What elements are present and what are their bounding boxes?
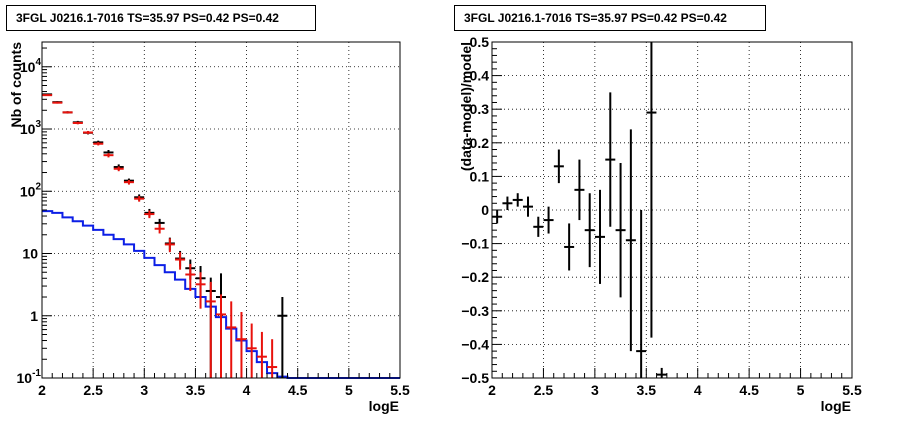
left-chart-title: 3FGL J0216.1-7016 TS=35.97 PS=0.42 PS=0.… [6, 5, 316, 31]
x-tick-label: 5 [345, 382, 353, 398]
y-tick-label: −0.1 [461, 236, 489, 252]
right-y-axis-label: (data-model)/model [458, 42, 474, 171]
x-tick-label: 2.5 [534, 382, 554, 398]
residuals-plot: 2 2.5 3 3.5 4 4.5 5 5.5 −0.5 −0.4 −0.3 −0.2 −0.1 0 0.1… [461, 34, 862, 398]
y-tick-label: −0.5 [461, 370, 489, 386]
x-tick-label: 4.5 [288, 382, 308, 398]
x-tick-label: 4 [694, 382, 702, 398]
x-tick-label: 3.5 [186, 382, 206, 398]
y-tick-label: 102 [20, 181, 42, 199]
y-tick-label: 0.2 [470, 135, 490, 151]
x-tick-label: 2 [488, 382, 496, 398]
x-tick-label: 2 [38, 382, 46, 398]
left-y-axis-label: Nb of counts [8, 42, 24, 128]
x-tick-label: 4 [243, 382, 251, 398]
y-tick-label: 0.1 [470, 168, 490, 184]
x-tick-label: 3 [591, 382, 599, 398]
y-tick-label: 0.5 [470, 34, 490, 50]
y-tick-label: 0.3 [470, 101, 490, 117]
x-tick-label: 4.5 [739, 382, 759, 398]
x-tick-label: 2.5 [83, 382, 103, 398]
left-x-axis-label: logE [369, 398, 399, 414]
model-step-line [42, 210, 400, 379]
x-tick-label: 3.5 [637, 382, 657, 398]
y-tick-label: 0.4 [470, 68, 490, 84]
right-chart-title: 3FGL J0216.1-7016 TS=35.97 PS=0.42 PS=0.… [454, 5, 766, 31]
x-tick-label: 3 [140, 382, 148, 398]
y-tick-label: −0.4 [461, 336, 489, 352]
y-tick-label: −0.2 [461, 269, 489, 285]
x-tick-label: 5 [797, 382, 805, 398]
residual-series [492, 42, 667, 378]
y-tick-label: 10 [22, 246, 38, 262]
right-x-axis-label: logE [821, 398, 851, 414]
y-tick-label: −0.3 [461, 303, 489, 319]
y-tick-label: 1 [30, 308, 38, 324]
model-counts-series [42, 94, 278, 378]
x-tick-label: 5.5 [842, 382, 862, 398]
x-tick-label: 5.5 [390, 382, 410, 398]
y-tick-label: 0 [481, 202, 489, 218]
